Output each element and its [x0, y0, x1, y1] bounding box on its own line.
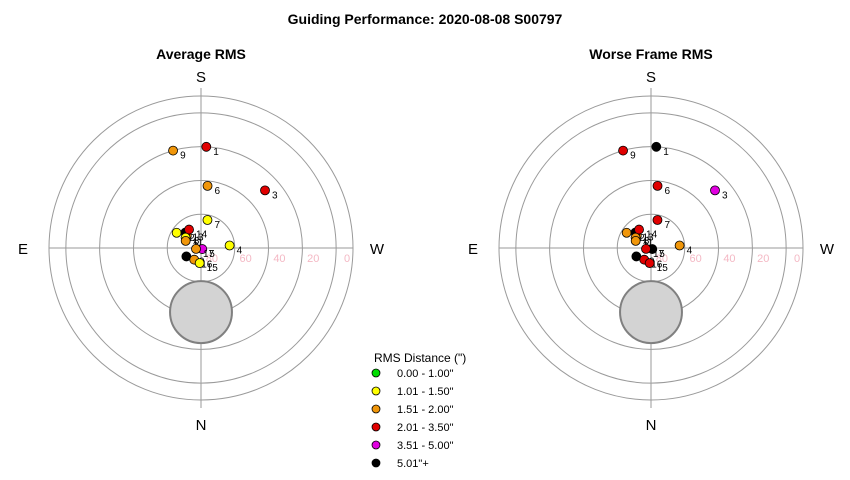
legend-swatch-2	[371, 404, 381, 414]
figure-title: Guiding Performance: 2020-08-08 S00797	[288, 11, 563, 27]
dir-label-bottom: N	[646, 417, 657, 434]
point-label-11: 11	[193, 238, 204, 249]
legend-label-4: 3.51 - 5.00"	[397, 440, 454, 452]
point-17	[191, 243, 201, 254]
ring-tick-label-80: 80	[206, 253, 218, 265]
point-label-7: 7	[664, 220, 670, 231]
point-label-15: 15	[207, 263, 219, 274]
polar-chart-worse-frame-rms: Worse Frame RMS806040200SNEW196371281314…	[468, 46, 835, 434]
ring-tick-label-20: 20	[307, 253, 319, 265]
point-15	[194, 258, 205, 269]
point-4	[674, 240, 685, 251]
legend-swatch-4	[371, 440, 381, 450]
legend-title: RMS Distance (")	[374, 351, 466, 365]
point-14	[634, 224, 644, 235]
point-label-4: 4	[687, 245, 693, 256]
point-label-5: 5	[659, 249, 665, 260]
ring-tick-label-0: 0	[794, 253, 800, 265]
dir-label-left: E	[468, 241, 478, 258]
subplot-title: Worse Frame RMS	[589, 46, 712, 62]
point-label-3: 3	[722, 190, 728, 201]
point-label-6: 6	[215, 186, 221, 197]
legend-label-5: 5.01"+	[397, 458, 429, 470]
ring-tick-label-80: 80	[656, 253, 668, 265]
point-label-8: 8	[194, 236, 200, 247]
point-2	[630, 235, 641, 246]
dir-label-bottom: N	[196, 417, 207, 434]
point-label-15: 15	[657, 263, 669, 274]
point-label-3: 3	[272, 190, 278, 201]
obstruction-disc	[619, 280, 683, 345]
dir-label-left: E	[18, 241, 28, 258]
point-label-1: 1	[213, 147, 219, 158]
point-label-5: 5	[209, 249, 215, 260]
ring-tick-label-20: 20	[757, 253, 769, 265]
point-14	[184, 224, 194, 235]
point-label-16: 16	[651, 260, 663, 271]
point-9	[618, 145, 628, 156]
legend-label-0: 0.00 - 1.00"	[397, 368, 454, 380]
subplot-title: Average RMS	[156, 46, 246, 62]
ring-tick-label-40: 40	[723, 253, 735, 265]
point-12	[171, 227, 182, 238]
point-label-13: 13	[192, 232, 204, 243]
point-2	[180, 235, 191, 246]
point-6	[652, 180, 663, 191]
point-1	[201, 141, 212, 152]
point-label-4: 4	[237, 245, 243, 256]
legend-swatch-0	[371, 368, 381, 378]
ring-tick-label-40: 40	[273, 253, 285, 265]
point-7	[202, 215, 213, 225]
point-label-14: 14	[196, 230, 208, 241]
point-label-14: 14	[646, 230, 658, 241]
point-3	[260, 185, 270, 196]
point-label-17: 17	[653, 249, 665, 260]
point-label-16: 16	[201, 260, 213, 271]
point-label-1: 1	[663, 147, 669, 158]
dir-label-top: S	[646, 69, 656, 86]
ring-tick-label-60: 60	[240, 253, 252, 265]
legend-swatch-1	[371, 386, 381, 396]
point-label-6: 6	[665, 186, 671, 197]
ring-tick-label-0: 0	[344, 253, 350, 265]
legend-label-2: 1.51 - 2.00"	[397, 404, 454, 416]
point-label-8: 8	[644, 236, 650, 247]
point-4	[224, 240, 235, 251]
point-15	[644, 258, 655, 269]
point-label-17: 17	[203, 249, 215, 260]
point-label-11: 11	[643, 238, 654, 249]
obstruction-disc	[169, 280, 233, 345]
dir-label-right: W	[820, 241, 835, 258]
point-7	[652, 215, 663, 225]
point-6	[202, 180, 213, 191]
point-label-13: 13	[642, 232, 654, 243]
legend-swatch-5	[371, 458, 381, 468]
point-label-7: 7	[214, 220, 220, 231]
legend: RMS Distance (") 0.00 - 1.00" 1.01 - 1.50…	[371, 351, 466, 470]
point-17	[641, 243, 651, 254]
legend-swatch-3	[371, 422, 381, 432]
legend-label-1: 1.01 - 1.50"	[397, 386, 454, 398]
dir-label-right: W	[370, 241, 385, 258]
point-12	[621, 227, 632, 238]
point-label-9: 9	[180, 151, 186, 162]
ring-tick-label-60: 60	[690, 253, 702, 265]
legend-label-3: 2.01 - 3.50"	[397, 422, 454, 434]
polar-chart-average-rms: Average RMS806040200SNEW1963712813141121…	[18, 46, 385, 434]
dir-label-top: S	[196, 69, 206, 86]
point-3	[710, 185, 720, 196]
point-9	[168, 145, 178, 156]
point-label-9: 9	[630, 151, 636, 162]
point-1	[651, 141, 662, 152]
